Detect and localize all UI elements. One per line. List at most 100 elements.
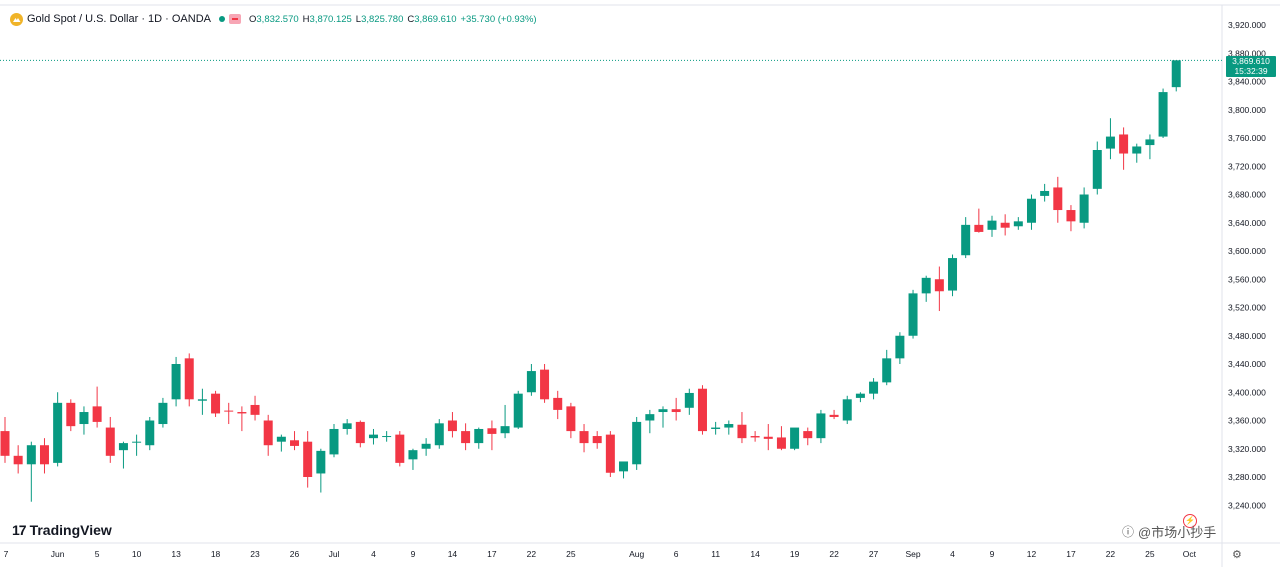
candle-body [776, 437, 786, 449]
candle [684, 388, 694, 415]
candle-body [816, 413, 826, 439]
x-tick-label: 6 [674, 549, 679, 559]
candle-body [1132, 146, 1142, 154]
x-tick-label: 11 [711, 549, 720, 559]
y-tick-label: 3,520.000 [1228, 303, 1266, 313]
candle-body [513, 393, 523, 428]
tradingview-logo[interactable]: 17 TradingView [12, 522, 112, 538]
x-tick-label: Aug [629, 549, 644, 559]
candle-body [158, 402, 168, 425]
candle [513, 390, 523, 429]
candle-body [803, 431, 813, 439]
candle-body [53, 402, 63, 463]
candle-body [1105, 136, 1115, 149]
candle [842, 395, 852, 425]
candle [487, 420, 497, 451]
candle [974, 208, 984, 233]
y-tick-label: 3,280.000 [1228, 472, 1266, 482]
lightning-icon[interactable]: ⚡ [1183, 514, 1197, 528]
y-tick-label: 3,880.000 [1228, 48, 1266, 58]
candle-body [263, 420, 273, 446]
candle [829, 409, 839, 420]
chart-frame [0, 4, 1280, 567]
last-price-value: 3,869.610 [1232, 56, 1270, 66]
candle [855, 392, 865, 403]
candle [53, 392, 63, 467]
x-tick-label: 22 [1106, 549, 1116, 559]
candle [224, 402, 234, 425]
candle-body [1145, 139, 1155, 146]
candle-body [842, 399, 852, 421]
candle [790, 427, 800, 451]
x-tick-label: Jul [329, 549, 340, 559]
candle-body [592, 436, 602, 444]
candle-body [66, 402, 76, 427]
candle [79, 406, 89, 435]
candle [421, 438, 431, 456]
candle [934, 266, 944, 312]
candle [237, 406, 247, 432]
candle [158, 397, 168, 428]
candle-body [0, 431, 10, 456]
y-tick-label: 3,240.000 [1228, 500, 1266, 510]
candle-body [566, 406, 576, 432]
candle-body [684, 392, 694, 408]
candle-body [303, 441, 313, 477]
candle [13, 445, 23, 474]
y-tick-label: 3,840.000 [1228, 77, 1266, 87]
candle-body [921, 277, 931, 294]
zhihu-icon: ⓘ [1122, 525, 1135, 539]
ohlc-close: C3,869.610 [407, 13, 457, 25]
tradingview-mark-icon: 17 [12, 522, 27, 538]
candle [105, 416, 115, 463]
x-tick-label: 14 [448, 549, 458, 559]
candle [368, 428, 378, 445]
price-axis[interactable]: 3,920.000 3,880.000 3,840.000 3,800.000 3,76… [1228, 20, 1266, 510]
time-axis[interactable]: 7 Jun 5 10 13 18 23 26 Jul 4 9 14 17 22 25 Aug 6 11 14 19 22… [4, 549, 1197, 559]
candle-body [355, 421, 365, 444]
candle-body [526, 371, 536, 393]
candle [211, 390, 221, 417]
watermark-text: @市场小抄手 [1138, 525, 1217, 540]
candle [290, 431, 300, 451]
symbol-title[interactable]: Gold Spot / U.S. Dollar · 1D · OANDA [27, 13, 211, 25]
candle-body [737, 424, 747, 439]
candle-body [145, 420, 155, 446]
candle-body [961, 224, 971, 256]
candle-body [1013, 221, 1023, 227]
candle-body [974, 224, 984, 232]
gear-icon[interactable]: ⚙ [1232, 549, 1242, 561]
candle-body [934, 279, 944, 292]
candle [619, 461, 629, 479]
candle [645, 409, 655, 434]
candle-body [342, 423, 352, 429]
candle [671, 397, 681, 421]
candle-body [197, 399, 207, 401]
candle [987, 215, 997, 237]
candle [737, 412, 747, 444]
y-tick-label: 3,480.000 [1228, 331, 1266, 341]
candle [540, 364, 550, 403]
bar-countdown: 15:32:39 [1234, 66, 1268, 76]
candle-body [224, 410, 234, 412]
candle [1158, 88, 1168, 138]
candle [566, 402, 576, 439]
x-tick-label: 19 [790, 549, 800, 559]
y-tick-label: 3,640.000 [1228, 218, 1266, 228]
candle [1040, 183, 1050, 202]
x-tick-label: 25 [566, 549, 576, 559]
candle [197, 388, 207, 415]
candle-body [632, 421, 642, 465]
candle [592, 431, 602, 449]
y-tick-label: 3,680.000 [1228, 190, 1266, 200]
candle [329, 424, 339, 458]
candle [316, 448, 326, 493]
candle [948, 254, 958, 297]
symbol-header[interactable]: Gold Spot / U.S. Dollar · 1D · OANDA O3,… [10, 11, 541, 27]
candle-body [329, 428, 339, 455]
x-tick-label: 10 [132, 549, 142, 559]
candle-body [276, 436, 286, 442]
candle [26, 441, 36, 502]
candle [895, 332, 905, 364]
